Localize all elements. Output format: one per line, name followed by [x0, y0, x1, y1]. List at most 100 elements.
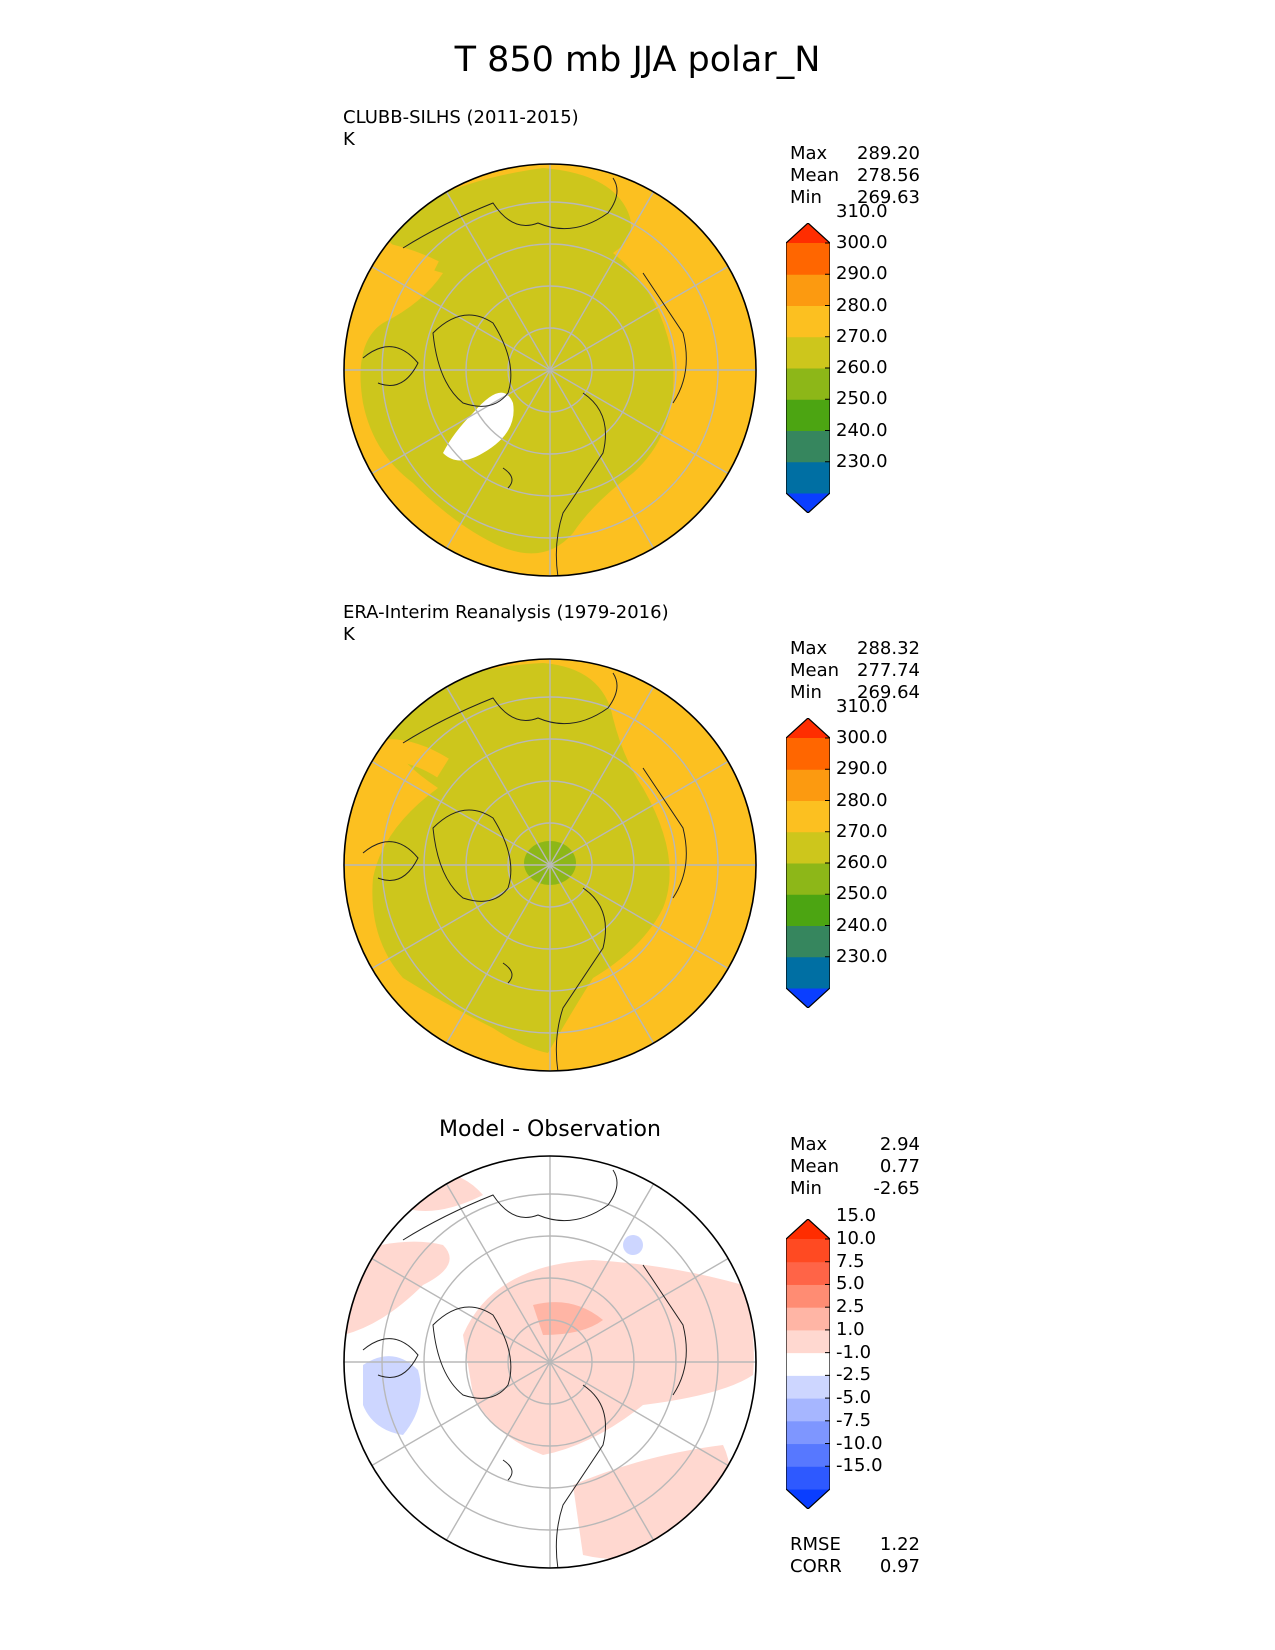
- colorbar-bin: [786, 800, 830, 833]
- panel-2-case-label: ERA-Interim Reanalysis (1979-2016): [343, 602, 669, 623]
- panel-1-title: CLUBB-SILHS (2011-2015) K: [343, 107, 579, 151]
- colorbar-bin: [786, 368, 830, 400]
- colorbar-extend-high: [786, 718, 830, 738]
- stat-label-min: Min: [790, 1178, 822, 1199]
- colorbar-bin: [786, 925, 830, 958]
- colorbar-tick-label: 290.0: [836, 263, 888, 285]
- map-3-coastlines: [362, 1169, 687, 1568]
- colorbar-tick-label: 230.0: [836, 945, 888, 967]
- map-1-graticule: [344, 164, 756, 576]
- colorbar-tick-label: 10.0: [836, 1228, 877, 1249]
- stat-label-min: Min: [790, 187, 822, 208]
- colorbar-extend-low: [786, 1489, 830, 1509]
- colorbar-tick-label: 270.0: [836, 820, 888, 842]
- panel-3-stat-mean: 0.77: [879, 1156, 920, 1177]
- colorbar-bin: [786, 1466, 830, 1490]
- map-2-coastlines: [362, 672, 687, 1071]
- panel-2-stats: Max 288.32 Mean 277.74 Min 269.64: [790, 638, 920, 704]
- panel-1-polar-map: [343, 163, 757, 577]
- stat-label-mean: Mean: [790, 165, 840, 186]
- panel-1-stat-mean: 278.56: [857, 165, 920, 186]
- colorbar-bin: [786, 956, 830, 989]
- colorbar-tick-label: -2.5: [836, 1364, 872, 1386]
- figure-title: T 850 mb JJA polar_N: [454, 40, 821, 80]
- colorbar-bin: [786, 738, 830, 770]
- panel-2-units: K: [343, 624, 355, 645]
- colorbar-tick-label: 240.0: [836, 914, 888, 936]
- map-2-boundary: [343, 658, 757, 1072]
- panel-1-stat-max: 289.20: [857, 143, 920, 164]
- panel-3-stat-max: 2.94: [879, 1134, 920, 1155]
- colorbar-bin: [786, 1307, 830, 1331]
- colorbar-tick-label: 2.5: [836, 1296, 865, 1318]
- map-3-negative-spot: [623, 1235, 643, 1255]
- panel-3-colorbar: [786, 1219, 830, 1509]
- map-1-cool-field: [360, 168, 674, 554]
- map-3-graticule: [344, 1156, 756, 1568]
- colorbar-bin: [786, 274, 830, 306]
- panel-1-units: K: [343, 129, 355, 150]
- colorbar-extend-low: [786, 493, 830, 513]
- colorbar-tick-label: -5.0: [836, 1387, 872, 1409]
- colorbar-bin: [786, 1443, 830, 1467]
- colorbar-bin: [786, 399, 830, 431]
- colorbar-tick-label: 250.0: [836, 388, 888, 410]
- stat-label-mean: Mean: [790, 660, 840, 681]
- panel-1-case-label: CLUBB-SILHS (2011-2015): [343, 107, 579, 128]
- colorbar-bin: [786, 863, 830, 895]
- colorbar-tick-label: 260.0: [836, 852, 888, 873]
- colorbar-bin: [786, 461, 830, 494]
- colorbar-tick-label: -15.0: [836, 1455, 883, 1477]
- colorbar-tick-label: 270.0: [836, 325, 888, 347]
- colorbar-extend-high: [786, 1219, 830, 1239]
- colorbar-bin: [786, 1420, 830, 1445]
- colorbar-tick-label: 310.0: [836, 695, 888, 717]
- colorbar-bin: [786, 336, 830, 369]
- colorbar-tick-label: 15.0: [836, 1205, 877, 1227]
- panel-1-stat-min: 269.63: [857, 187, 920, 208]
- colorbar-bin: [786, 305, 830, 338]
- colorbar-tick-label: 300.0: [836, 232, 888, 253]
- colorbar-tick-label: 250.0: [836, 883, 888, 905]
- panel-2-stat-mean: 277.74: [857, 660, 920, 681]
- panel-3-polar-map: [343, 1155, 757, 1569]
- stat-label-max: Max: [790, 143, 828, 164]
- colorbar-tick-label: 310.0: [836, 200, 888, 222]
- colorbar-tick-label: 230.0: [836, 450, 888, 472]
- metric-label-rmse: RMSE: [790, 1534, 841, 1555]
- panel-1-colorbar: [786, 223, 830, 513]
- colorbar-tick-label: 300.0: [836, 727, 888, 748]
- colorbar-bin: [786, 1329, 830, 1354]
- map-3-boundary: [343, 1155, 757, 1569]
- map-1-greenland-mask: [443, 392, 514, 461]
- colorbar-tick-label: 280.0: [836, 789, 888, 811]
- panel-1-stats: Max 289.20 Mean 278.56 Min 269.63: [790, 143, 920, 209]
- metric-label-corr: CORR: [790, 1556, 842, 1577]
- colorbar-bin: [786, 1352, 830, 1376]
- colorbar-tick-label: 290.0: [836, 758, 888, 780]
- panel-2-polar-map: [343, 658, 757, 1072]
- panel-2-title: ERA-Interim Reanalysis (1979-2016) K: [343, 602, 669, 646]
- map-1-coastlines: [362, 177, 687, 576]
- panel-2-colorbar: [786, 718, 830, 1008]
- panel-3-title: Model - Observation: [439, 1117, 661, 1142]
- colorbar-bin: [786, 769, 830, 801]
- colorbar-bin: [786, 430, 830, 463]
- panel-3-metrics: RMSE 1.22 CORR 0.97: [790, 1534, 920, 1578]
- stat-label-max: Max: [790, 1134, 828, 1155]
- map-3-positive-anomaly-west: [344, 1241, 450, 1335]
- colorbar-bin: [786, 1375, 830, 1399]
- panel-3-stat-min: -2.65: [873, 1178, 920, 1199]
- colorbar-tick-label: 5.0: [836, 1273, 865, 1295]
- colorbar-bin: [786, 1261, 830, 1285]
- colorbar-bin: [786, 831, 830, 864]
- map-2-graticule: [344, 659, 756, 1071]
- colorbar-bin: [786, 1284, 830, 1308]
- colorbar-tick-label: -10.0: [836, 1432, 883, 1454]
- colorbar-extend-high: [786, 223, 830, 243]
- colorbar-tick-label: 260.0: [836, 357, 888, 378]
- colorbar-tick-label: 7.5: [836, 1250, 865, 1272]
- colorbar-tick-label: 1.0: [836, 1318, 865, 1340]
- colorbar-bin: [786, 1398, 830, 1422]
- panel-2-stat-min: 269.64: [857, 682, 920, 703]
